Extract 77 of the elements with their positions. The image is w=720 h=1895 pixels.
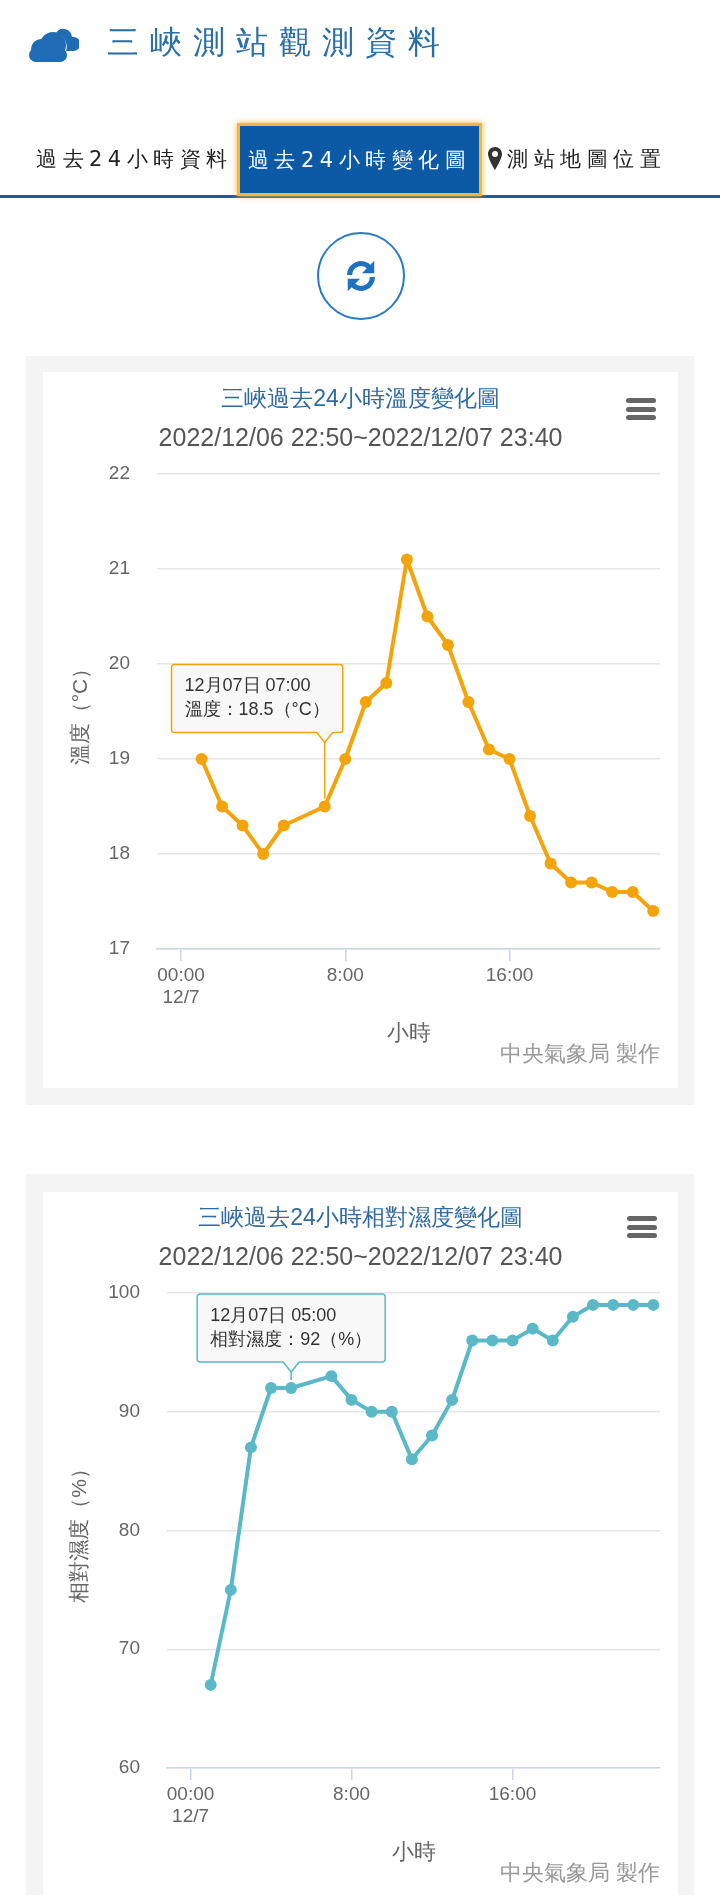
point (586, 1298, 599, 1311)
point (359, 696, 372, 708)
point (257, 848, 270, 860)
point (277, 819, 290, 832)
point (421, 610, 434, 623)
text: 中央氣象局 製作 (499, 1860, 660, 1886)
point (606, 886, 619, 898)
annotation: 12月07日 07:00 溫度：18.5（°C） (184, 675, 330, 720)
x-tick-label: 8:00 (333, 1782, 371, 1804)
point (441, 639, 454, 651)
point (506, 1334, 519, 1347)
point (524, 810, 537, 822)
y-tick-label: 20 (108, 652, 130, 674)
chart-subtitle: 2022/12/06 22:50~2022/12/07 23:40 (158, 422, 563, 451)
annotation: 12月07日 05:00 相對濕度：92（%） (210, 1304, 373, 1349)
point (339, 753, 352, 765)
y-tick-label: 90 (118, 1399, 140, 1421)
point (400, 553, 413, 566)
x-axis-title: 小時 (386, 1019, 431, 1045)
y-tick-label: 60 (118, 1756, 140, 1778)
point (224, 1583, 237, 1596)
y-tick-label: 100 (108, 1281, 140, 1303)
y-tick-label: 19 (108, 747, 130, 769)
point (345, 1393, 358, 1406)
y-tick-label: 70 (118, 1637, 140, 1659)
point (486, 1334, 499, 1347)
point (385, 1405, 398, 1418)
point (446, 1393, 459, 1406)
y-axis-title: 相對濕度（%） (67, 1458, 91, 1603)
x-tick-label: 00:00 12/7 (157, 963, 205, 1008)
point (236, 819, 249, 832)
text: 三峽測站觀測資料 (107, 22, 451, 62)
point (380, 677, 393, 689)
point (626, 886, 639, 898)
point (627, 1298, 640, 1311)
text: 過去24小時變化圖 (247, 146, 472, 174)
point (365, 1405, 378, 1418)
point (195, 753, 208, 765)
x-tick-label: 16:00 (485, 963, 534, 985)
point (647, 1298, 660, 1311)
point (325, 1370, 338, 1383)
point (607, 1298, 620, 1311)
y-axis-title: 溫度（°C） (68, 657, 92, 766)
chart-title: 三峽過去24小時相對濕度變化圖 (198, 1204, 523, 1231)
y-tick-label: 21 (108, 557, 130, 579)
point (318, 800, 331, 813)
y-tick-label: 17 (108, 937, 130, 959)
y-tick-label: 80 (118, 1518, 140, 1540)
point (405, 1453, 418, 1466)
chart-title: 三峽過去24小時溫度變化圖 (221, 385, 500, 412)
x-tick-label: 00:00 12/7 (166, 1782, 215, 1827)
point (204, 1678, 217, 1691)
y-tick-label: 18 (108, 842, 130, 864)
x-tick-label: 16:00 (488, 1782, 537, 1804)
chart-subtitle: 2022/12/06 22:50~2022/12/07 23:40 (158, 1241, 563, 1270)
point (244, 1441, 257, 1454)
point (585, 876, 598, 889)
point (546, 1334, 559, 1347)
point (285, 1382, 298, 1394)
x-axis-title: 小時 (391, 1838, 436, 1864)
x-tick-label: 8:00 (326, 963, 364, 985)
text: 過去24小時資料 (36, 146, 233, 173)
point (526, 1322, 539, 1335)
point (566, 1310, 579, 1323)
point (216, 800, 229, 813)
point (544, 857, 557, 870)
text: 測站地圖位置 (507, 146, 666, 173)
point (565, 876, 578, 889)
point (482, 743, 495, 756)
point (265, 1382, 278, 1394)
point (647, 905, 660, 917)
text: 中央氣象局 製作 (499, 1041, 660, 1067)
y-tick-label: 22 (108, 462, 130, 484)
point (466, 1334, 479, 1347)
point (462, 696, 475, 708)
point (503, 753, 516, 765)
point (426, 1429, 439, 1442)
